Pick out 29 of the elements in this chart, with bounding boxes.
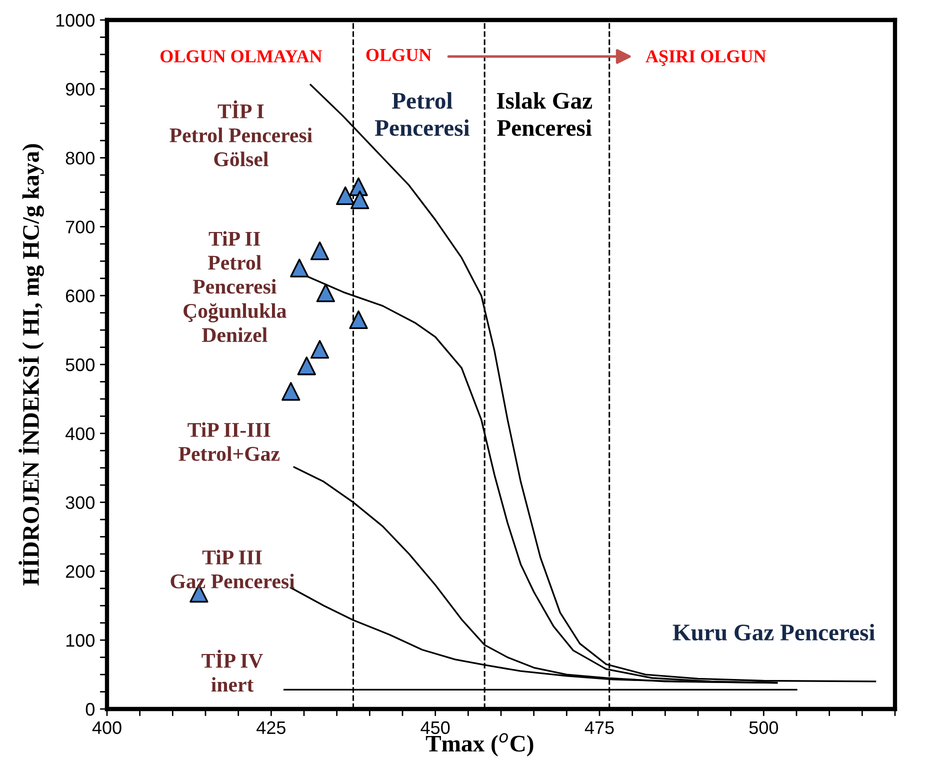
annotation: TİP I Petrol Penceresi Gölsel	[170, 100, 312, 166]
y-axis-title: HİDROJEN İNDEKSİ ( HI, mg HC/g kaya)	[18, 144, 44, 586]
annotation: TiP II Petrol Penceresi Çoğunlukla Denizel	[184, 231, 286, 342]
y-tick-label: 700	[66, 220, 94, 234]
y-tick-label: 1000	[56, 14, 94, 27]
x-tick-label: 500	[749, 721, 778, 734]
y-tick-label: 600	[66, 290, 94, 302]
y-tick-label: 800	[66, 152, 94, 165]
annotation: TiP III Gaz Penceresi	[170, 550, 295, 588]
x-axis-title: Tmax ($^{o}$C)	[426, 733, 534, 756]
y-tick-label: 0	[86, 702, 94, 716]
y-tick-label: 400	[65, 427, 94, 440]
y-tick-label: 100	[66, 634, 94, 647]
annotation: Islak Gaz Penceresi	[496, 92, 592, 136]
annotation: TİP IV inert	[202, 650, 264, 692]
y-tick-label: 300	[66, 496, 94, 510]
y-tick-label: 500	[66, 358, 94, 372]
x-tick-label: 450	[420, 721, 450, 734]
x-tick-label: 475	[584, 721, 614, 734]
annotation: OLGUN	[366, 48, 432, 62]
annotation: Kuru Gaz Penceresi	[672, 624, 875, 641]
x-tick-label: 400	[92, 721, 122, 734]
y-tick-label: 200	[66, 565, 94, 578]
annotation: TiP II-III Petrol+Gaz	[178, 422, 280, 461]
x-tick-label: 425	[256, 721, 286, 734]
annotation: OLGUN OLMAYAN	[160, 50, 322, 62]
y-tick-label: 900	[66, 82, 94, 96]
annotation: AŞIRI OLGUN	[646, 50, 766, 66]
annotation: Petrol Penceresi	[374, 92, 470, 136]
